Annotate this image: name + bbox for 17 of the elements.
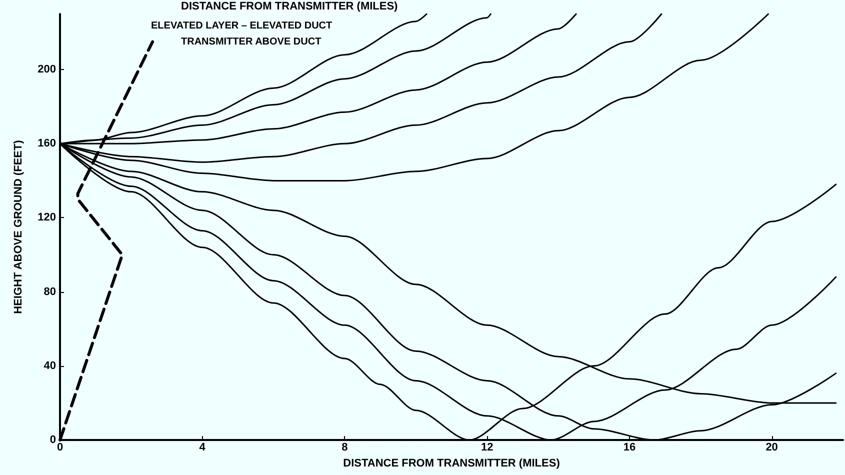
x-tick-label: 20 — [766, 442, 778, 454]
y-tick-label: 200 — [38, 64, 56, 76]
x-tick-label: 16 — [623, 442, 636, 454]
y-axis-title: HEIGHT ABOVE GROUND (FEET) — [12, 140, 24, 314]
x-tick-label: 4 — [199, 442, 206, 454]
x-tick-label: 12 — [480, 442, 494, 454]
y-tick-label: 80 — [44, 286, 56, 298]
y-tick-label: 40 — [44, 360, 56, 372]
annotation: TRANSMITTER ABOVE DUCT — [181, 36, 322, 48]
text: DISTANCE FROM TRANSMITTER (MILES) — [181, 0, 398, 12]
x-tick-label: 0 — [56, 442, 64, 454]
y-tick-label: 0 — [50, 434, 56, 446]
y-tick-label: 120 — [38, 212, 56, 224]
x-axis-title: DISTANCE FROM TRANSMITTER (MILES) — [343, 457, 560, 470]
annotation: ELEVATED LAYER – ELEVATED DUCT — [151, 20, 332, 32]
y-tick-label: 160 — [38, 138, 56, 150]
x-tick-label: 8 — [342, 442, 348, 454]
